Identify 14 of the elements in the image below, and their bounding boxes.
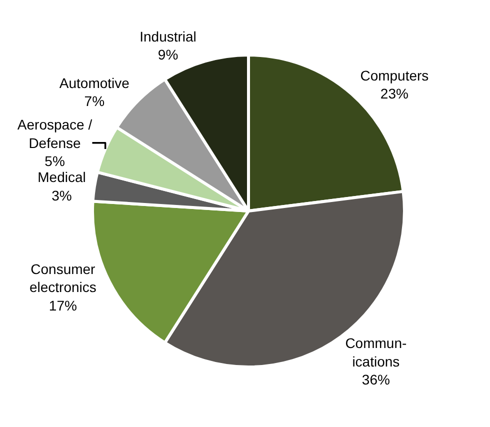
slice-label: Consumer electronics	[29, 261, 96, 296]
slice-label: Computers	[360, 67, 429, 84]
data-label: 9%	[158, 46, 178, 63]
slice-label: Aerospace / Defense	[17, 116, 92, 151]
data-label: 36%	[362, 372, 390, 388]
data-label: 5%	[44, 153, 65, 170]
data-label: 3%	[52, 187, 72, 204]
slice-label: Industrial	[140, 28, 196, 44]
data-label: 7%	[84, 93, 105, 110]
slice-label: Medical	[38, 169, 86, 186]
data-label: 23%	[380, 85, 408, 102]
data-label: 17%	[48, 297, 77, 314]
slice-label: Commun- ications	[345, 335, 407, 370]
slice-label: Automotive	[59, 75, 130, 92]
